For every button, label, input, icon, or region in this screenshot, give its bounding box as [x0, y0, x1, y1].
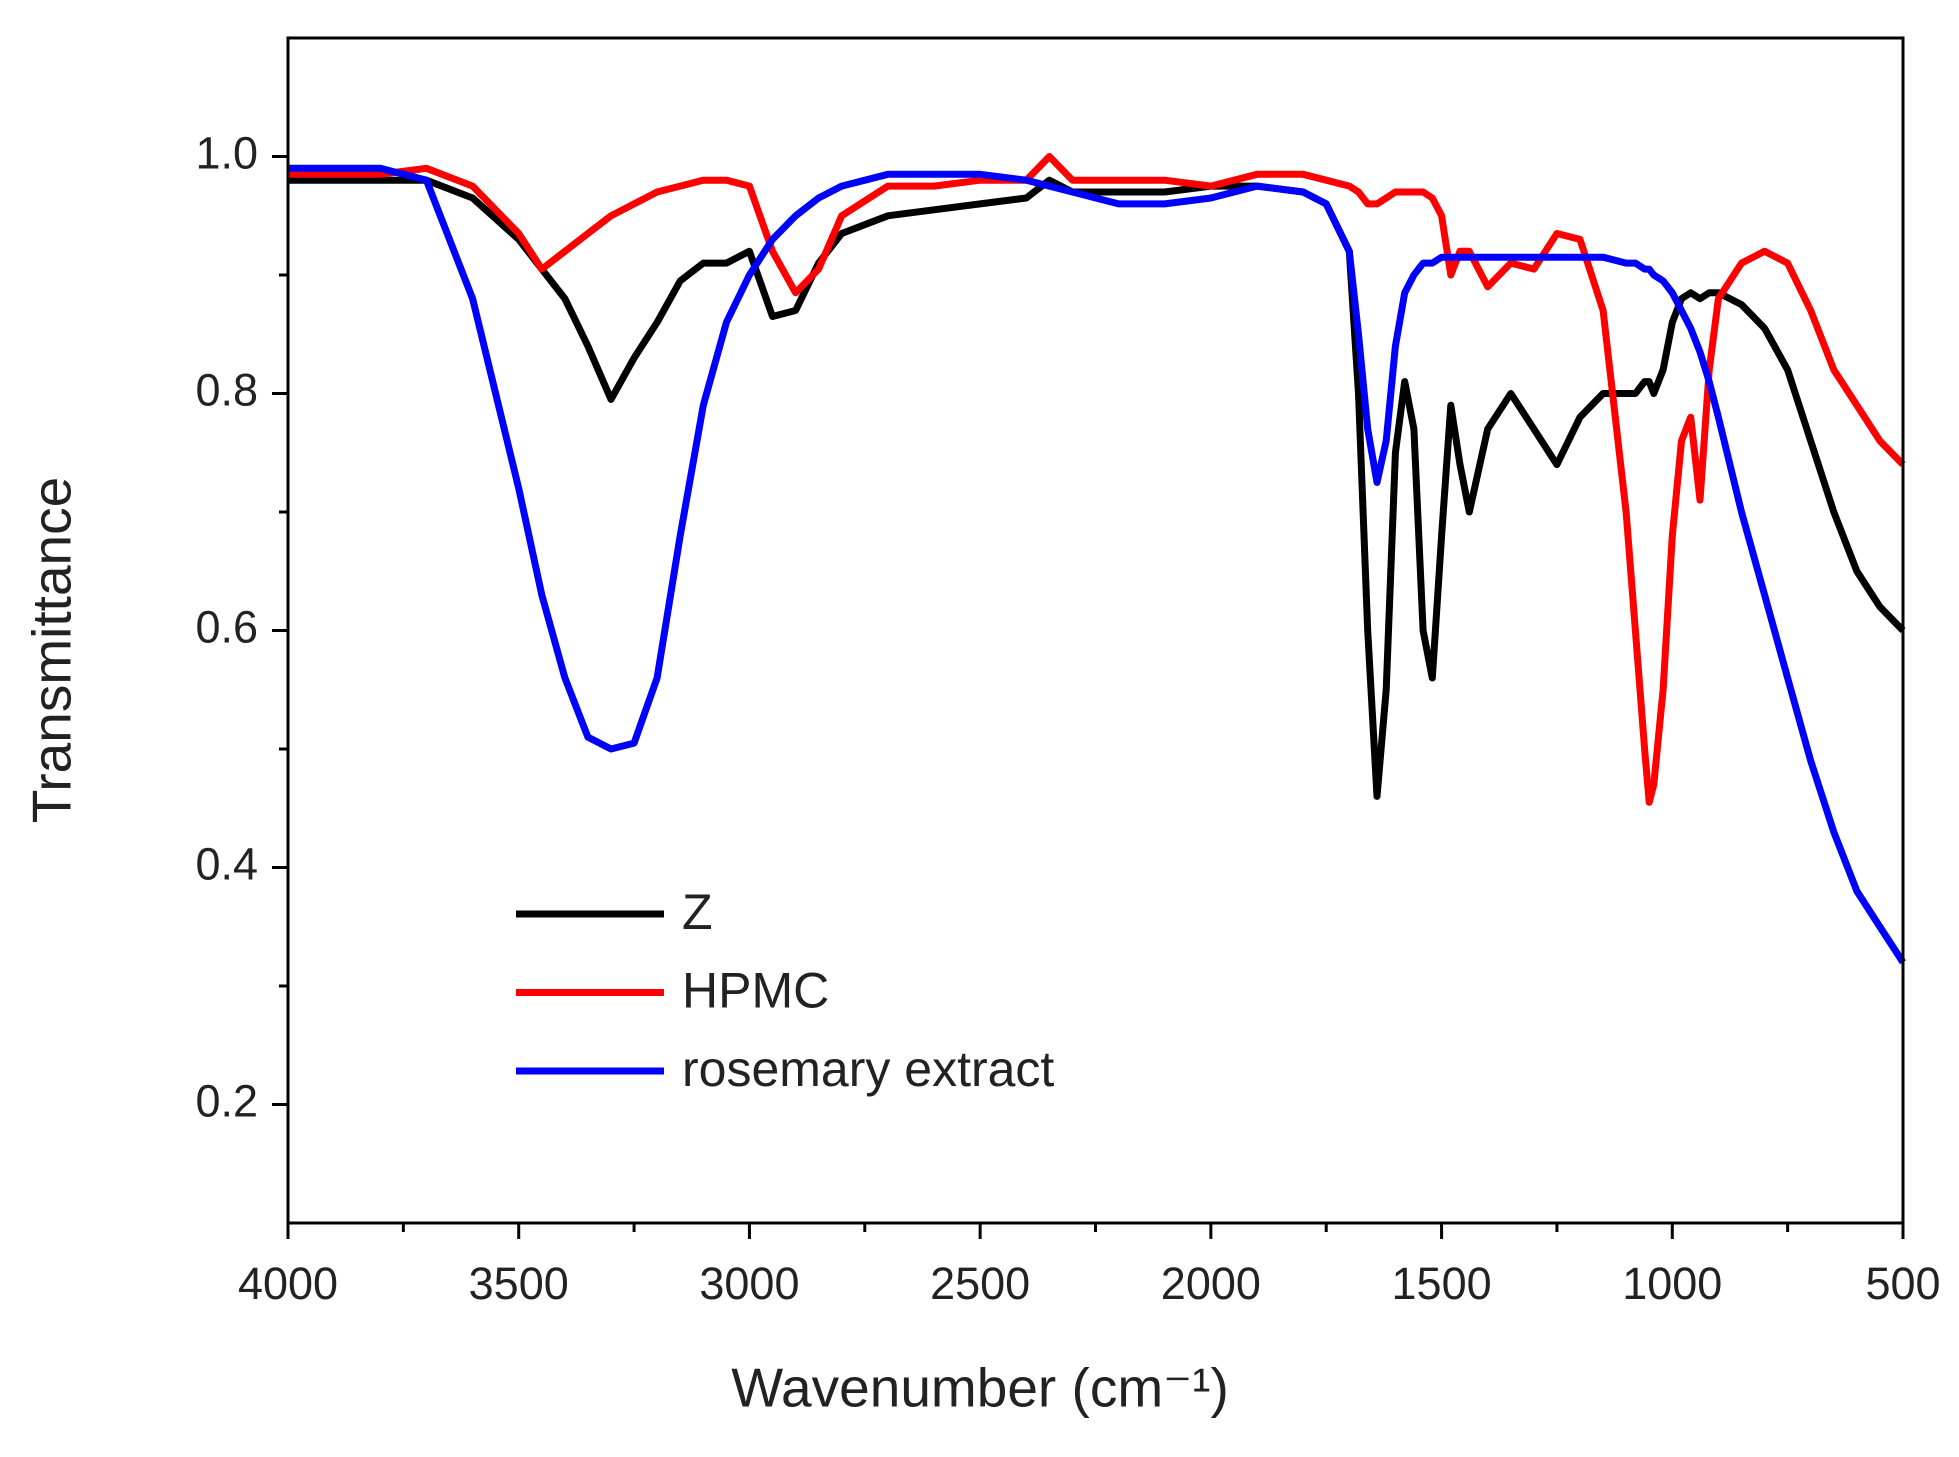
series-line — [288, 164, 1906, 965]
y-tick-label: 0.8 — [195, 364, 258, 415]
x-tick-label: 1000 — [1622, 1258, 1722, 1309]
x-axis-title: Wavenumber (cm⁻¹) — [731, 1357, 1229, 1419]
y-tick-label: 0.4 — [195, 838, 258, 889]
series-line — [288, 153, 1906, 806]
x-tick-label: 2000 — [1161, 1258, 1261, 1309]
y-tick-label: 1.0 — [195, 127, 258, 178]
x-tick-label: 500 — [1865, 1258, 1940, 1309]
legend-label: rosemary extract — [682, 1041, 1054, 1097]
x-tick-label: 3000 — [699, 1258, 799, 1309]
x-tick-label: 4000 — [238, 1258, 338, 1309]
x-tick-label: 3500 — [469, 1258, 569, 1309]
y-tick-label: 0.6 — [195, 601, 258, 652]
legend-label: HPMC — [682, 963, 829, 1019]
x-tick-label: 2500 — [930, 1258, 1030, 1309]
y-axis-title: Transmittance — [21, 477, 83, 823]
x-tick-label: 1500 — [1392, 1258, 1492, 1309]
series-line — [288, 176, 1906, 800]
legend-label: Z — [682, 884, 713, 940]
plot-frame — [286, 36, 1905, 1225]
y-tick-label: 0.2 — [195, 1075, 258, 1126]
